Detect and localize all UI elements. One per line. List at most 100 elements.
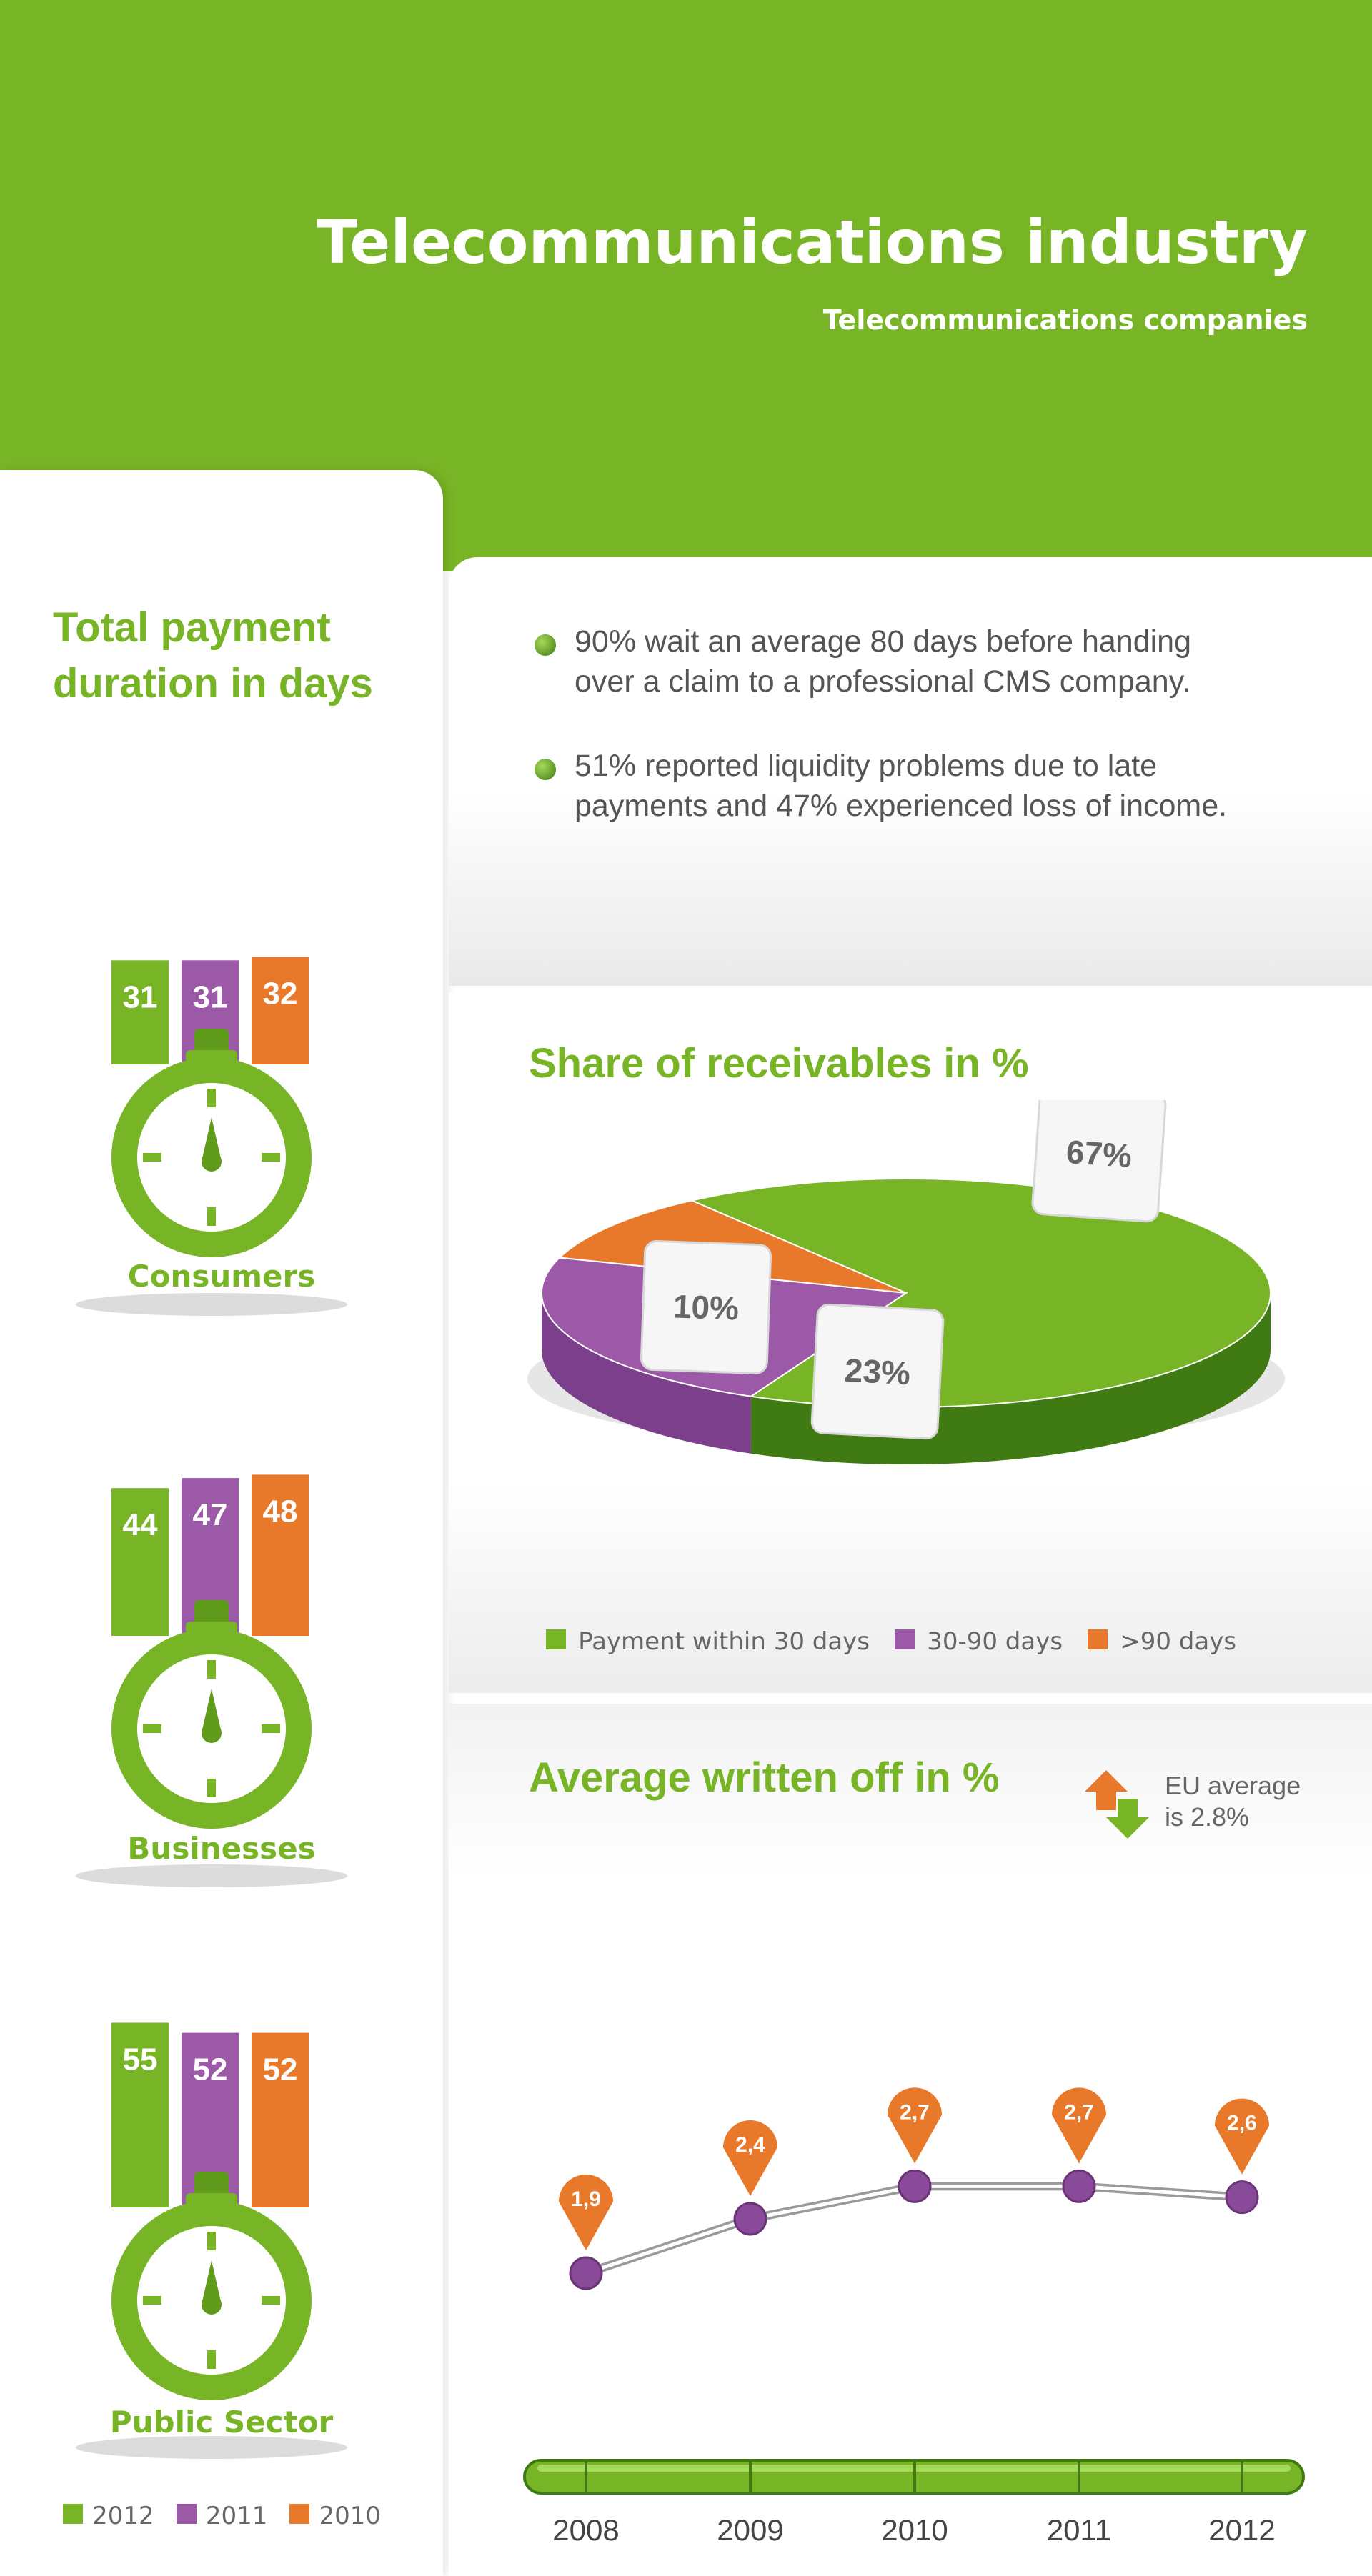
- data-point-label: 2,7: [1064, 2100, 1094, 2124]
- data-point: [898, 2169, 932, 2203]
- share-title: Share of receivables in %: [529, 1040, 1029, 1087]
- duration-bar-label: 44: [123, 1507, 158, 1542]
- data-point: [569, 2256, 603, 2290]
- duration-bar: [111, 2022, 169, 2207]
- watch-tick: [207, 1660, 216, 1679]
- data-point: [733, 2202, 767, 2236]
- watch-tick: [262, 1724, 280, 1733]
- x-axis-tick-label: 2008: [552, 2513, 619, 2547]
- duration-chart: 31 31 32 44 47 48 55 52 52: [76, 957, 347, 2459]
- pie-value-label: 10%: [672, 1287, 740, 1327]
- fact-line: 51% reported liquidity problems due to l…: [575, 749, 1158, 783]
- duration-bar-label: 52: [193, 2052, 228, 2087]
- group-label-consumers: Consumers: [127, 1259, 316, 1294]
- watch-hand-pivot: [202, 2295, 222, 2315]
- duration-bar-label: 47: [193, 1497, 228, 1532]
- watch-hand: [202, 2260, 222, 2305]
- watch-tick: [143, 2296, 161, 2305]
- legend-swatch-30-90: [895, 1629, 915, 1649]
- duration-title-line1: Total payment: [53, 604, 331, 651]
- bullet-dot-icon: [535, 759, 556, 780]
- fact-bullet: 90% wait an average 80 days before handi…: [535, 621, 1321, 707]
- watch-hand: [202, 1689, 222, 1733]
- data-point-label: 2,6: [1227, 2112, 1257, 2135]
- data-point: [1225, 2180, 1259, 2215]
- pie-tag-card: [810, 1303, 945, 1440]
- data-point-label: 2,7: [900, 2100, 930, 2124]
- x-axis-tick-label: 2011: [1047, 2513, 1111, 2547]
- legend-swatch-within-30: [546, 1629, 566, 1649]
- duration-bar-label: 55: [123, 2042, 158, 2077]
- pie-value-tag: 10%: [640, 1240, 772, 1374]
- written-off-line-chart: 1,9 2,4 2,7 2,7 2,6 2008 2009 2010 2011 2012: [523, 2087, 1305, 2547]
- watch-hand-pivot: [202, 1723, 222, 1743]
- duration-title-line2: duration in days: [53, 660, 373, 707]
- watch-tick: [207, 1207, 216, 1226]
- watch-tick: [262, 1153, 280, 1162]
- duration-bar-label: 31: [123, 979, 158, 1014]
- legend-swatch-over-90: [1088, 1629, 1108, 1649]
- facts-panel: [449, 557, 1372, 986]
- data-point-label: 1,9: [571, 2187, 601, 2211]
- legend-label-2011: 2011: [205, 2502, 268, 2530]
- watch-shadow: [76, 1864, 347, 1887]
- fact-line: over a claim to a professional CMS compa…: [575, 664, 1190, 699]
- duration-bar-label: 48: [263, 1494, 298, 1529]
- legend-label-over-90: >90 days: [1120, 1627, 1237, 1656]
- watch-tick: [207, 1089, 216, 1107]
- legend-label-30-90: 30-90 days: [927, 1627, 1063, 1656]
- duration-bar-label: 32: [263, 977, 298, 1012]
- duration-legend: 2012 2011 2010: [63, 2502, 381, 2530]
- share-legend: Payment within 30 days 30-90 days >90 da…: [546, 1627, 1236, 1656]
- pie-value-label: 67%: [1065, 1133, 1133, 1174]
- pie-tag-card: [1031, 1100, 1167, 1223]
- written-off-title: Average written off in %: [529, 1754, 1000, 1801]
- duration-bar-label: 31: [193, 979, 228, 1014]
- page-subtitle: Telecommunications companies: [822, 304, 1308, 336]
- group-label-businesses: Businesses: [127, 1831, 316, 1866]
- watch-crown: [194, 2172, 229, 2196]
- watch-tick: [207, 2350, 216, 2369]
- pie-value-tag: 23%: [810, 1303, 945, 1440]
- legend-label-2010: 2010: [319, 2502, 382, 2530]
- x-axis-tick-label: 2012: [1208, 2513, 1275, 2547]
- legend-label-within-30: Payment within 30 days: [578, 1627, 870, 1656]
- group-label-public-sector: Public Sector: [109, 2405, 334, 2440]
- up-down-arrows-icon: [1085, 1770, 1149, 1839]
- watch-tick: [143, 1724, 161, 1733]
- watch-hand-pivot: [202, 1152, 222, 1172]
- value-pin-marker: [1215, 2098, 1269, 2175]
- watch-crown: [194, 1600, 229, 1624]
- value-pin-marker: [723, 2120, 777, 2196]
- duration-bar: [111, 960, 169, 1064]
- duration-bar: [111, 1488, 169, 1636]
- watch-tick: [207, 2232, 216, 2250]
- data-point: [1062, 2169, 1096, 2203]
- watch-tick: [262, 2296, 280, 2305]
- duration-bar-label: 52: [263, 2052, 298, 2087]
- duration-title: Total payment duration in days: [53, 600, 410, 712]
- watch-crown: [194, 1029, 229, 1053]
- fact-line: 90% wait an average 80 days before handi…: [575, 624, 1192, 659]
- eu-average-line2: is 2.8%: [1165, 1802, 1250, 1832]
- pie-tag-card: [640, 1240, 772, 1374]
- fact-bullet: 51% reported liquidity problems due to l…: [535, 746, 1321, 832]
- watch-tick: [207, 1779, 216, 1797]
- x-axis-tick-label: 2010: [881, 2513, 948, 2547]
- bullet-dot-icon: [535, 634, 556, 656]
- value-pin-marker: [888, 2087, 942, 2164]
- watch-shadow: [76, 1293, 347, 1316]
- watch-tick: [143, 1153, 161, 1162]
- legend-label-2012: 2012: [92, 2502, 154, 2530]
- data-point-label: 2,4: [735, 2133, 765, 2157]
- duration-bar: [252, 1474, 309, 1636]
- watch-hand: [202, 1117, 222, 1162]
- page-title: Telecommunications industry: [317, 207, 1308, 277]
- legend-swatch-2011: [176, 2504, 197, 2524]
- eu-average-note: EU average is 2.8%: [1165, 1770, 1301, 1833]
- share-pie-chart: 67% 23% 10%: [527, 1100, 1285, 1464]
- legend-swatch-2012: [63, 2504, 83, 2524]
- pie-value-label: 23%: [844, 1352, 912, 1392]
- pie-value-tag: 67%: [1031, 1100, 1167, 1223]
- x-axis-tick-label: 2009: [717, 2513, 783, 2547]
